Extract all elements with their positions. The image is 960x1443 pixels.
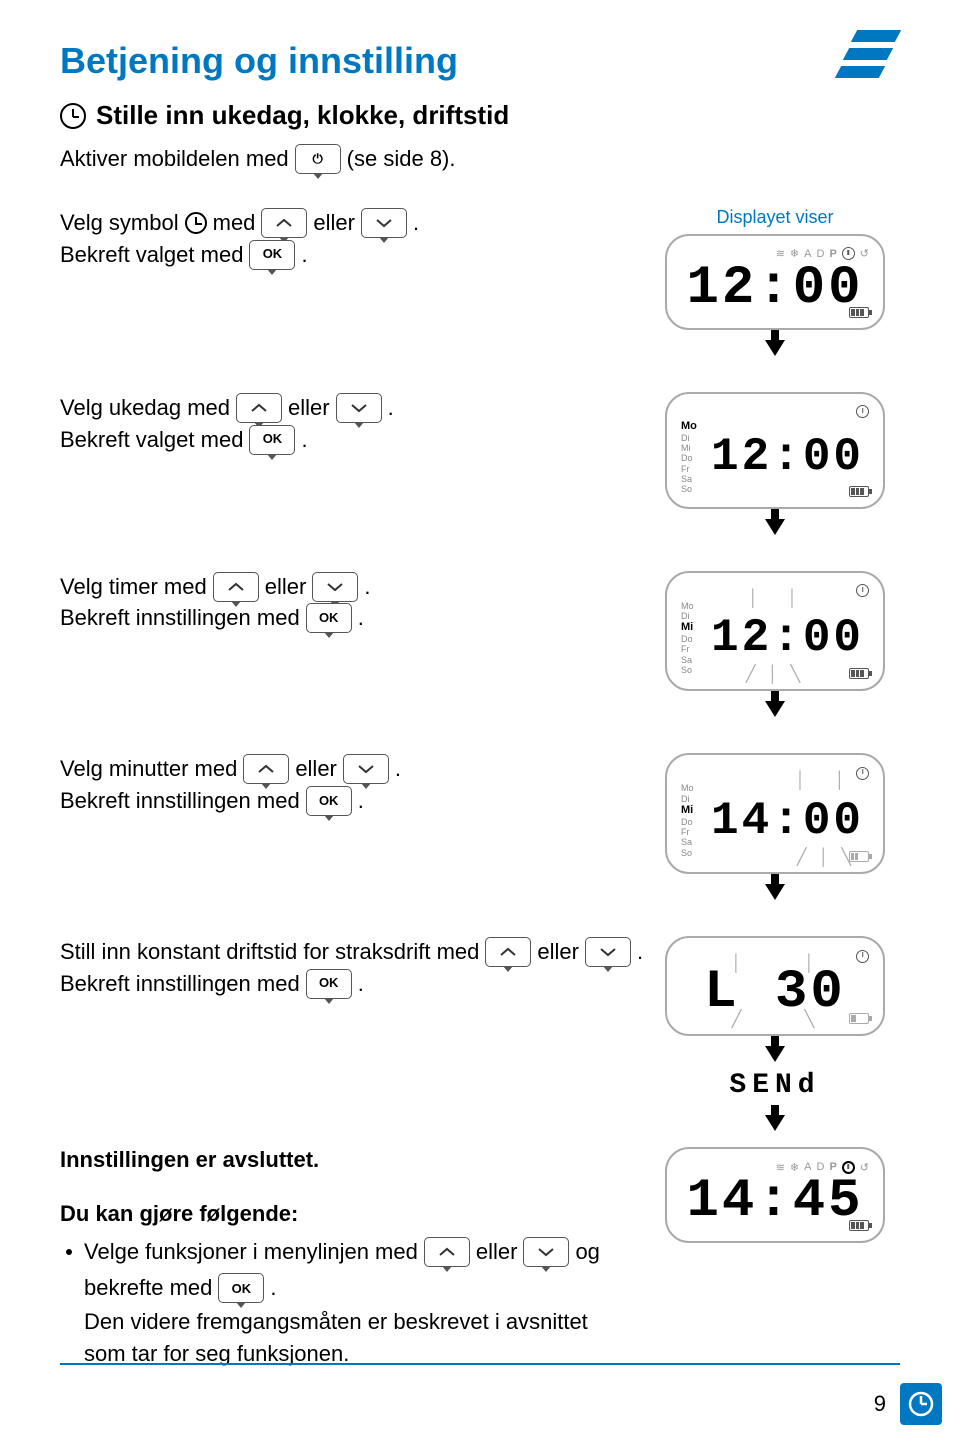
arrow-down-icon (765, 519, 785, 535)
step1-line1: Velg symbol med eller . (60, 207, 650, 239)
forward-button[interactable] (585, 937, 631, 967)
forward-button[interactable] (523, 1237, 569, 1267)
step4-line2: Bekreft innstillingen med OK . (60, 785, 650, 817)
back-button[interactable] (213, 572, 259, 602)
day-column: Mo DiMiDo FrSaSo (681, 420, 703, 495)
bullet-item: bekrefte med OK . (66, 1273, 650, 1303)
step5-line2: Bekreft innstillingen med OK . (60, 968, 650, 1000)
arrow-down-icon (765, 1115, 785, 1131)
lcd-display: ≋❄ADP↺ 12:00 (665, 234, 885, 330)
footer-divider (60, 1363, 900, 1365)
step1-line2: Bekreft valget med OK . (60, 239, 650, 271)
forward-button[interactable] (343, 754, 389, 784)
forward-button[interactable] (361, 208, 407, 238)
section-title: Betjening og innstilling (60, 40, 900, 82)
back-button[interactable] (236, 393, 282, 423)
power-button[interactable]: ⏻ (295, 144, 341, 174)
arrow-down-icon (765, 701, 785, 717)
lcd-display: ≋❄ADP↺ 14:45 (665, 1147, 885, 1243)
ok-button[interactable]: OK (249, 425, 295, 455)
next-title: Du kan gjøre følgende: (60, 1201, 650, 1227)
ok-button[interactable]: OK (249, 240, 295, 270)
brand-logo (840, 30, 900, 90)
ok-button[interactable]: OK (306, 603, 352, 633)
bullet-item: Velge funksjoner i menylinjen med eller … (66, 1237, 650, 1267)
forward-button[interactable] (312, 572, 358, 602)
clock-icon (185, 212, 207, 234)
back-button[interactable] (261, 208, 307, 238)
ok-button[interactable]: OK (306, 786, 352, 816)
ok-button[interactable]: OK (306, 969, 352, 999)
bullet-item: Den videre fremgangsmåten er beskrevet i… (66, 1309, 650, 1335)
page-number: 9 (874, 1391, 886, 1417)
clock-icon (60, 103, 86, 129)
ok-button[interactable]: OK (218, 1273, 264, 1303)
step3-line1: Velg timer med eller . (60, 571, 650, 603)
lcd-display: │ │ MoDi Mi DoFrSaSo 12:00 ╱ │ ╲ (665, 571, 885, 692)
step2-line2: Bekreft valget med OK . (60, 424, 650, 456)
forward-button[interactable] (336, 393, 382, 423)
lcd-display: │ │ MoDi Mi DoFrSaSo 14:00 ╱ │ ╲ (665, 753, 885, 874)
display-label: Displayet viser (716, 207, 833, 228)
step5-line1: Still inn konstant driftstid for straksd… (60, 936, 650, 968)
back-button[interactable] (485, 937, 531, 967)
step4-line1: Velg minutter med eller . (60, 753, 650, 785)
done-title: Innstillingen er avsluttet. (60, 1147, 650, 1173)
send-label: SENd (729, 1070, 820, 1101)
day-column: MoDi Mi DoFrSaSo (681, 783, 703, 858)
activate-line: Aktiver mobildelen med ⏻ (se side 8). (60, 143, 900, 175)
corner-clock-icon (900, 1383, 942, 1425)
step3-line2: Bekreft innstillingen med OK . (60, 602, 650, 634)
step2-line1: Velg ukedag med eller . (60, 392, 650, 424)
arrow-down-icon (765, 1046, 785, 1062)
lcd-display: Mo DiMiDo FrSaSo 12:00 (665, 392, 885, 509)
back-button[interactable] (424, 1237, 470, 1267)
back-button[interactable] (243, 754, 289, 784)
subsection-title: Stille inn ukedag, klokke, driftstid (96, 100, 509, 131)
arrow-down-icon (765, 884, 785, 900)
lcd-display: │ │ L 30 ╱ ╲ (665, 936, 885, 1036)
arrow-down-icon (765, 340, 785, 356)
day-column: MoDi Mi DoFrSaSo (681, 601, 703, 676)
